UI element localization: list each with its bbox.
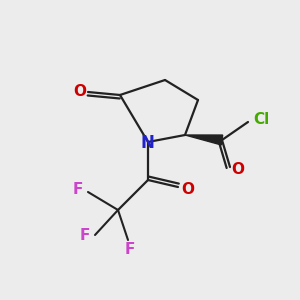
Text: F: F [80,229,90,244]
Text: O: O [74,83,86,98]
Text: Cl: Cl [253,112,269,128]
Text: F: F [73,182,83,196]
Text: F: F [125,242,135,257]
Text: O: O [182,182,194,196]
Polygon shape [185,135,223,145]
Text: O: O [232,161,244,176]
Text: N: N [140,134,154,152]
